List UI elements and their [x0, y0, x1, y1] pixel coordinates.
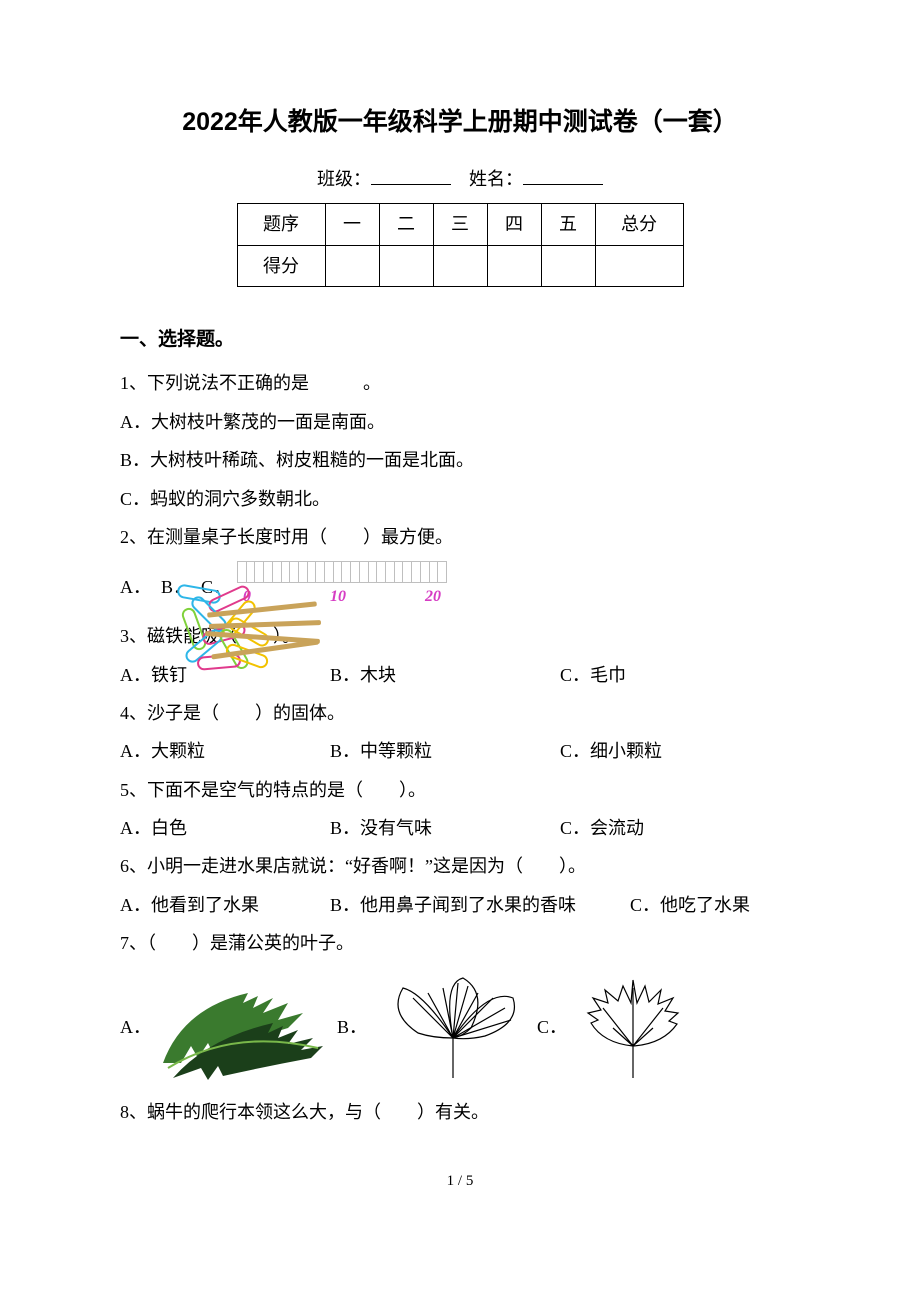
- page-title: 2022年人教版一年级科学上册期中测试卷（一套）: [120, 100, 800, 145]
- q4-options: A．大颗粒 B．中等颗粒 C．细小颗粒: [120, 735, 800, 767]
- score-cell[interactable]: [325, 245, 379, 286]
- score-cell[interactable]: [487, 245, 541, 286]
- q6-opt-c: C．他吃了水果: [630, 889, 800, 921]
- class-blank[interactable]: [371, 167, 451, 185]
- score-cell[interactable]: [379, 245, 433, 286]
- q5-options: A．白色 B．没有气味 C．会流动: [120, 812, 800, 844]
- q7-options: A． B． C．: [120, 968, 800, 1088]
- q7-opt-a-label: A．: [120, 1011, 151, 1043]
- page-number: 1 / 5: [120, 1168, 800, 1195]
- ruler-icon: 0 10 20: [237, 561, 447, 612]
- col-header-3: 三: [433, 204, 487, 245]
- section-heading: 一、选择题。: [120, 323, 800, 357]
- q5-stem: 5、下面不是空气的特点的是（ ）。: [120, 774, 800, 806]
- col-header-total: 总分: [595, 204, 683, 245]
- maple-leaf-icon: [573, 968, 693, 1088]
- ginkgo-leaf-icon: [373, 968, 533, 1088]
- score-cell-total[interactable]: [595, 245, 683, 286]
- paperclips-icon: [153, 571, 161, 603]
- score-cell[interactable]: [541, 245, 595, 286]
- row-label-score: 得分: [237, 245, 325, 286]
- col-header-seq: 题序: [237, 204, 325, 245]
- score-cell[interactable]: [433, 245, 487, 286]
- q5-opt-a: A．白色: [120, 812, 330, 844]
- score-table: 题序 一 二 三 四 五 总分 得分: [237, 203, 684, 287]
- q6-opt-a: A．他看到了水果: [120, 889, 330, 921]
- q8-stem: 8、蜗牛的爬行本领这么大，与（ ）有关。: [120, 1096, 800, 1128]
- q6-options: A．他看到了水果 B．他用鼻子闻到了水果的香味 C．他吃了水果: [120, 889, 800, 921]
- dandelion-leaf-icon: [153, 968, 333, 1088]
- col-header-1: 一: [325, 204, 379, 245]
- q5-opt-c: C．会流动: [560, 812, 800, 844]
- q1-opt-a: A．大树枝叶繁茂的一面是南面。: [120, 406, 800, 438]
- q6-opt-b: B．他用鼻子闻到了水果的香味: [330, 889, 630, 921]
- q3-opt-b: B．木块: [330, 659, 560, 691]
- col-header-4: 四: [487, 204, 541, 245]
- q3-opt-c: C．毛巾: [560, 659, 800, 691]
- table-row: 得分: [237, 245, 683, 286]
- class-label: 班级：: [317, 169, 371, 189]
- name-blank[interactable]: [523, 167, 603, 185]
- q7-opt-b-label: B．: [337, 1011, 367, 1043]
- q4-opt-b: B．中等颗粒: [330, 735, 560, 767]
- q6-stem: 6、小明一走进水果店就说：“好香啊！”这是因为（ ）。: [120, 850, 800, 882]
- q1-opt-c: C．蚂蚁的洞穴多数朝北。: [120, 483, 800, 515]
- q5-opt-b: B．没有气味: [330, 812, 560, 844]
- col-header-5: 五: [541, 204, 595, 245]
- student-info-line: 班级： 姓名：: [120, 163, 800, 195]
- q2-options: A． B． C． 0 10 20: [120, 561, 800, 612]
- q4-stem: 4、沙子是（ ）的固体。: [120, 697, 800, 729]
- col-header-2: 二: [379, 204, 433, 245]
- name-label: 姓名：: [469, 169, 523, 189]
- ruler-label-10: 10: [330, 583, 346, 612]
- q2-opt-a-label: A．: [120, 571, 151, 603]
- q1-opt-b: B．大树枝叶稀疏、树皮粗糙的一面是北面。: [120, 444, 800, 476]
- ruler-label-20: 20: [425, 583, 441, 612]
- table-row: 题序 一 二 三 四 五 总分: [237, 204, 683, 245]
- q7-stem: 7、（ ）是蒲公英的叶子。: [120, 927, 800, 959]
- q4-opt-c: C．细小颗粒: [560, 735, 800, 767]
- q2-stem: 2、在测量桌子长度时用（ ）最方便。: [120, 521, 800, 553]
- q4-opt-a: A．大颗粒: [120, 735, 330, 767]
- q1-stem: 1、下列说法不正确的是 。: [120, 367, 800, 399]
- q7-opt-c-label: C．: [537, 1011, 567, 1043]
